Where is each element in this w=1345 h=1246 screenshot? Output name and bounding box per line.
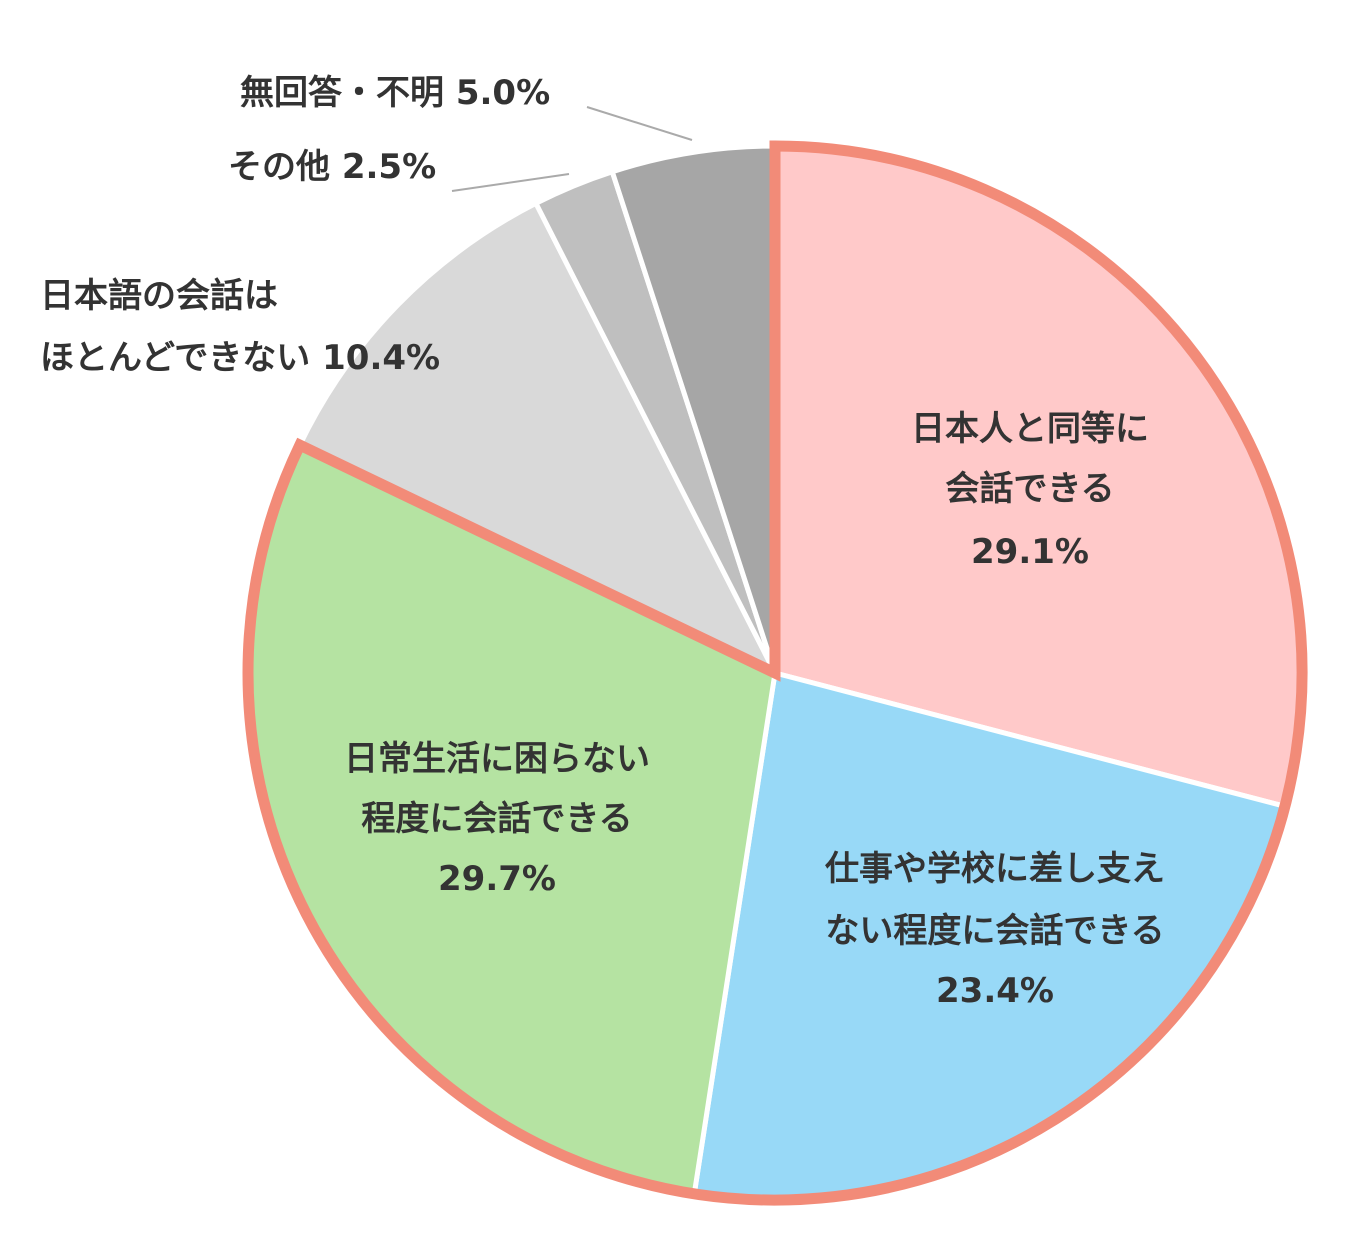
pie-slice-4 [297,200,778,676]
slice-value-3: 29.7% [438,859,556,899]
slice-label-2-line-1: 仕事や学校に差し支え [825,849,1165,889]
leader-line-6 [586,106,693,141]
slice-label-2-line-2: ない程度に会話できる [825,911,1164,951]
slice-value-2: 23.4% [936,971,1054,1011]
slice-label-4-line-2: ほとんどできない 10.4% [40,338,440,378]
slice-label-1-line-2: 会話できる [945,469,1114,509]
highlight-outline [242,140,1308,1206]
slice-label-1-line-1: 日本人と同等に [911,409,1149,449]
slice-label-6-line-1: 無回答・不明 5.0% [240,73,550,113]
slice-value-1: 29.1% [971,532,1089,572]
slice-label-4-line-1: 日本語の会話は [40,276,278,316]
leader-line-5 [451,173,570,192]
pie-slices [245,143,1305,1203]
slice-label-3-line-1: 日常生活に困らない [344,739,650,779]
slice-label-3-line-2: 程度に会話できる [361,799,632,839]
highlight-borders [242,140,1308,1206]
slice-label-5-line-1: その他 2.5% [228,147,436,187]
